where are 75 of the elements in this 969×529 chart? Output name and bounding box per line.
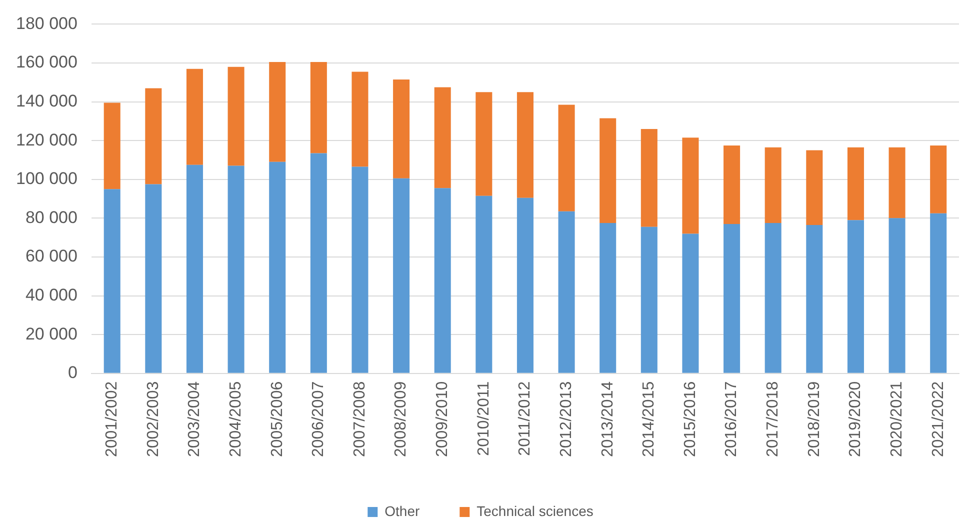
- x-tick-label: 2005/2006: [268, 381, 286, 458]
- bar: [847, 220, 864, 373]
- bar: [558, 211, 575, 373]
- y-tick-label: 120 000: [16, 130, 78, 150]
- x-tick-label: 2016/2017: [723, 381, 740, 458]
- x-tick-label: 2003/2004: [186, 381, 204, 458]
- bar: [888, 147, 906, 218]
- bar: [640, 128, 658, 227]
- x-tick-label: 2012/2013: [558, 381, 575, 458]
- bar: [930, 213, 947, 373]
- y-tick-label: 160 000: [16, 52, 78, 72]
- bar: [516, 92, 534, 198]
- bar: [764, 147, 782, 224]
- bar: [806, 150, 823, 225]
- bar: [888, 218, 906, 373]
- legend-label: Other: [384, 502, 420, 519]
- bar: [352, 72, 368, 167]
- bar: [352, 166, 368, 373]
- x-tick-label: 2010/2011: [475, 381, 492, 456]
- bar: [310, 62, 327, 154]
- x-tick-label: 2006/2007: [310, 381, 328, 458]
- bar: [393, 79, 410, 178]
- bar: [682, 234, 699, 373]
- x-tick-label: 2013/2014: [599, 381, 616, 458]
- bar: [724, 145, 740, 224]
- bar: [930, 145, 947, 214]
- bar: [186, 164, 203, 373]
- y-tick-label: 140 000: [16, 91, 78, 110]
- x-tick-label: 2008/2009: [392, 381, 410, 458]
- bar: [558, 104, 575, 212]
- x-tick-label: 2020/2021: [888, 381, 906, 458]
- bar: [228, 66, 244, 166]
- y-tick-label: 60 000: [25, 246, 78, 266]
- x-tick-label: 2011/2012: [516, 381, 534, 456]
- bar: [600, 118, 616, 224]
- bar: [145, 184, 162, 373]
- x-tick-label: 2001/2002: [104, 381, 121, 458]
- x-tick-label: 2018/2019: [806, 381, 823, 458]
- y-tick-label: 180 000: [16, 14, 78, 33]
- x-tick-label: 2017/2018: [764, 381, 782, 458]
- bar: [145, 88, 162, 184]
- bar: [104, 102, 120, 190]
- x-tick-label: 2019/2020: [847, 381, 864, 458]
- bar: [476, 196, 492, 373]
- x-tick-label: 2021/2022: [930, 381, 947, 458]
- bar: [724, 224, 740, 373]
- bar: [310, 153, 327, 373]
- bar: [682, 138, 699, 234]
- x-tick-label: 2009/2010: [434, 381, 452, 458]
- y-tick-label: 0: [68, 363, 78, 382]
- y-tick-label: 20 000: [25, 324, 78, 344]
- bar: [434, 87, 451, 188]
- x-tick-label: 2004/2005: [227, 381, 244, 458]
- bar: [516, 198, 534, 373]
- y-tick-label: 100 000: [16, 169, 78, 188]
- x-tick-label: 2015/2016: [682, 381, 699, 458]
- bar: [104, 189, 120, 373]
- bar: [806, 224, 823, 373]
- x-tick-label: 2007/2008: [351, 381, 368, 458]
- bar: [228, 166, 244, 373]
- legend-label: Technical sciences: [476, 502, 594, 519]
- y-tick-label: 80 000: [25, 208, 78, 227]
- bar: [600, 223, 616, 373]
- x-tick-label: 2014/2015: [640, 381, 658, 458]
- bar: [640, 226, 658, 373]
- bar: [847, 147, 864, 220]
- bar: [393, 178, 410, 373]
- y-tick-label: 40 000: [25, 285, 78, 304]
- bar: [186, 68, 203, 165]
- bar: [476, 92, 492, 196]
- bar: [764, 223, 782, 373]
- x-tick-label: 2002/2003: [144, 381, 162, 458]
- bar: [269, 162, 286, 373]
- bar: [434, 188, 451, 373]
- bar: [269, 62, 286, 162]
